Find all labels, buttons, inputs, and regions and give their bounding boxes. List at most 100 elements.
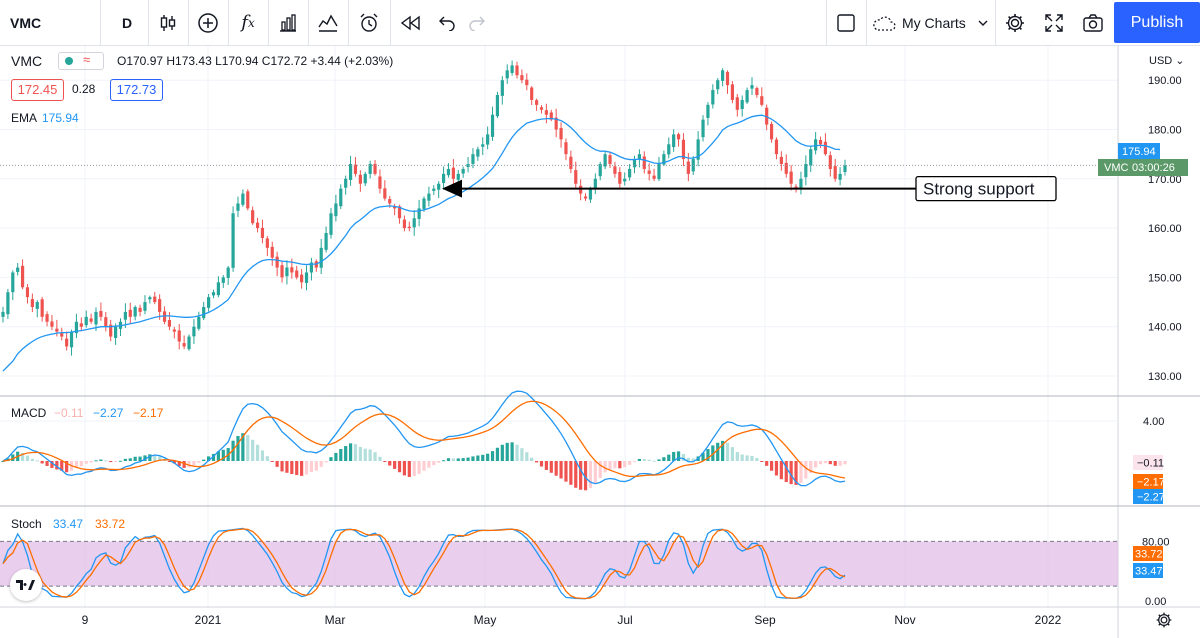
redo-icon[interactable] <box>462 0 492 45</box>
price-candle[interactable] <box>574 170 578 184</box>
price-candle[interactable] <box>363 173 367 184</box>
legend-ema-label[interactable]: EMA <box>11 111 38 125</box>
price-candle[interactable] <box>339 188 343 207</box>
price-candle[interactable] <box>344 178 348 188</box>
price-candle[interactable] <box>681 139 686 160</box>
price-candle[interactable] <box>652 175 656 179</box>
price-candle[interactable] <box>735 97 739 110</box>
price-candle[interactable] <box>226 267 230 278</box>
price-candle[interactable] <box>197 316 201 329</box>
price-candle[interactable] <box>251 210 255 224</box>
price-candle[interactable] <box>158 299 162 312</box>
price-candle[interactable] <box>143 302 147 311</box>
price-candle[interactable] <box>593 178 597 189</box>
price-candle[interactable] <box>280 265 284 278</box>
price-candle[interactable] <box>368 164 372 174</box>
price-candle[interactable] <box>128 309 132 317</box>
price-candle[interactable] <box>437 183 441 190</box>
gear-icon[interactable] <box>1155 611 1173 634</box>
price-candle[interactable] <box>730 84 735 100</box>
price-candle[interactable] <box>549 112 553 120</box>
replay-icon[interactable] <box>392 0 428 45</box>
price-candle[interactable] <box>45 314 49 322</box>
bar-chart-icon[interactable] <box>270 0 306 45</box>
price-candle[interactable] <box>495 94 500 117</box>
chevron-down-icon[interactable] <box>974 0 992 45</box>
price-candle[interactable] <box>11 272 15 293</box>
currency-selector[interactable]: USD ⌄ <box>1149 54 1185 67</box>
price-candle[interactable] <box>133 306 137 317</box>
price-candle[interactable] <box>358 174 362 184</box>
gear-icon[interactable] <box>997 0 1033 45</box>
price-candle[interactable] <box>774 139 779 155</box>
price-candle[interactable] <box>441 173 446 184</box>
price-candle[interactable] <box>525 79 529 86</box>
price-candle[interactable] <box>623 178 627 182</box>
price-candle[interactable] <box>422 198 426 209</box>
price-candle[interactable] <box>334 203 338 217</box>
candles-icon[interactable] <box>150 0 186 45</box>
price-candle[interactable] <box>716 80 720 90</box>
price-candle[interactable] <box>69 331 74 348</box>
price-candle[interactable] <box>182 343 186 347</box>
price-candle[interactable] <box>721 70 725 81</box>
price-candle[interactable] <box>300 274 304 283</box>
price-candle[interactable] <box>412 218 416 228</box>
price-candle[interactable] <box>804 164 808 178</box>
symbol-search[interactable]: VMC <box>10 14 42 31</box>
chart-canvas[interactable]: 190.00 180.00 170.00 160.00 150.00 140.00 130.… <box>0 46 1200 638</box>
camera-icon[interactable] <box>1075 0 1111 45</box>
price-candle[interactable] <box>544 110 548 115</box>
support-callout-box[interactable] <box>915 176 1057 202</box>
price-candle[interactable] <box>275 256 279 268</box>
price-candle[interactable] <box>515 65 519 76</box>
price-candle[interactable] <box>123 311 127 320</box>
price-candle[interactable] <box>583 196 588 199</box>
price-candle[interactable] <box>304 272 309 283</box>
alarm-clock-icon[interactable] <box>350 0 388 45</box>
price-candle[interactable] <box>241 193 245 205</box>
price-candle[interactable] <box>490 114 495 137</box>
price-candle[interactable] <box>505 70 509 79</box>
price-candle[interactable] <box>148 297 152 300</box>
price-candle[interactable] <box>50 321 54 327</box>
price-candle[interactable] <box>632 159 637 168</box>
price-candle[interactable] <box>662 154 666 165</box>
price-candle[interactable] <box>94 311 98 325</box>
sell-price-button[interactable]: 172.45 <box>11 79 64 101</box>
price-candle[interactable] <box>799 178 803 189</box>
ema-line[interactable] <box>2 114 841 372</box>
price-candle[interactable] <box>769 123 774 140</box>
price-candle[interactable] <box>246 191 250 209</box>
price-candle[interactable] <box>221 277 225 283</box>
price-candle[interactable] <box>647 170 651 174</box>
price-candle[interactable] <box>216 282 220 296</box>
price-candle[interactable] <box>402 219 407 229</box>
price-candle[interactable] <box>25 287 30 298</box>
price-candle[interactable] <box>60 333 64 337</box>
price-candle[interactable] <box>172 329 176 332</box>
price-candle[interactable] <box>427 193 431 201</box>
price-candle[interactable] <box>740 99 744 109</box>
price-candle[interactable] <box>559 128 563 140</box>
price-candle[interactable] <box>74 321 79 334</box>
price-candle[interactable] <box>16 267 20 272</box>
price-candle[interactable] <box>725 71 730 86</box>
price-candle[interactable] <box>755 88 759 95</box>
price-candle[interactable] <box>109 324 113 337</box>
price-candle[interactable] <box>79 323 83 327</box>
price-candle[interactable] <box>329 213 333 235</box>
price-candle[interactable] <box>539 107 544 110</box>
price-candle[interactable] <box>319 247 323 268</box>
price-candle[interactable] <box>486 134 490 145</box>
price-candle[interactable] <box>794 186 798 189</box>
price-candle[interactable] <box>618 171 622 184</box>
price-candle[interactable] <box>451 167 455 179</box>
price-candle[interactable] <box>784 162 788 174</box>
price-candle[interactable] <box>520 75 524 81</box>
price-candle[interactable] <box>236 203 240 211</box>
undo-icon[interactable] <box>432 0 462 45</box>
price-candle[interactable] <box>167 320 172 327</box>
price-candle[interactable] <box>579 185 583 194</box>
price-candle[interactable] <box>534 100 539 105</box>
